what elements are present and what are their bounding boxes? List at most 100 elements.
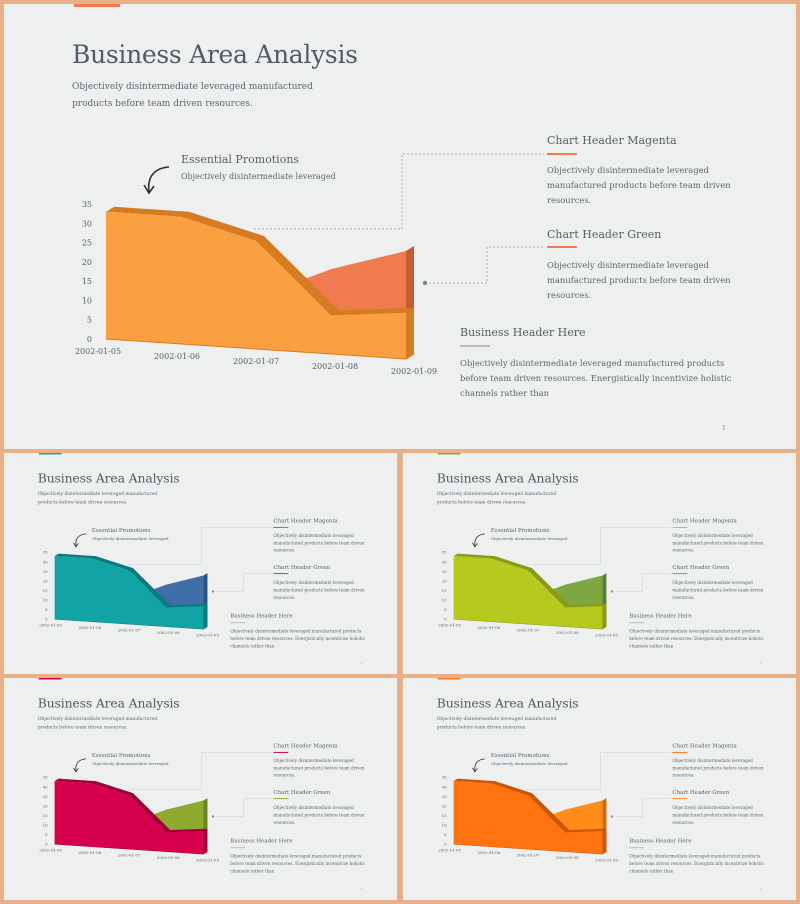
x-tick-label: 2002-01-05	[75, 347, 121, 356]
series-front-side	[602, 603, 607, 630]
x-tick-label: 2002-01-07	[517, 853, 540, 858]
chart-header-green-underline	[547, 246, 577, 248]
x-tick-label: 2002-01-07	[118, 628, 141, 633]
x-tick-label: 2002-01-05	[39, 848, 62, 853]
y-tick-label: 5	[87, 316, 92, 325]
y-tick-label: 15	[43, 588, 49, 593]
y-tick-label: 20	[82, 258, 92, 267]
y-tick-label: 25	[43, 569, 49, 574]
x-tick-label: 2002-01-05	[39, 623, 62, 628]
y-tick-label: 15	[43, 813, 49, 818]
chart-header-green: Chart Header Green	[672, 789, 730, 796]
chart-header-magenta: Chart Header Magenta	[273, 742, 338, 749]
business-header-underline	[629, 622, 645, 624]
series-front-bottom	[54, 618, 208, 630]
series-front-area	[453, 556, 603, 630]
y-tick-label: 10	[442, 823, 448, 828]
y-tick-label: 20	[442, 803, 448, 808]
x-tick-label: 2002-01-07	[118, 853, 141, 858]
annotation-text: Objectively disintermediate leveraged	[490, 536, 568, 541]
slide-subtitle: Objectively disintermediate leveraged ma…	[436, 716, 557, 731]
chart-header-green: Chart Header Green	[273, 789, 331, 796]
chart-header-green-underline	[273, 573, 289, 575]
chart-header-green-text: Objectively disintermediate leveraged ma…	[273, 580, 365, 600]
chart-header-magenta-underline	[672, 526, 688, 528]
chart-header-magenta-text: Objectively disintermediate leveraged ma…	[273, 532, 365, 553]
series-front-bottom	[453, 843, 607, 855]
annotation-title: Essential Promotions	[490, 526, 550, 534]
business-header-underline	[230, 847, 246, 849]
slide-subtitle: Objectively disintermediate leveraged ma…	[72, 82, 313, 109]
page-number: 1	[722, 425, 726, 432]
x-tick-label: 2002-01-05	[438, 623, 461, 628]
slide-main[interactable]: Business Area Analysis Objectively disin…	[4, 4, 796, 449]
x-tick-label: 2002-01-09	[595, 858, 618, 863]
business-header-text: Objectively disintermediate leveraged ma…	[629, 853, 764, 874]
chart-header-green-underline	[273, 798, 289, 800]
slide-thumbnail-teal[interactable]: Business Area Analysis Objectively disin…	[4, 453, 397, 674]
top-accent-bar	[38, 678, 62, 680]
chart-header-magenta-underline	[273, 526, 289, 528]
chart-header-green: Chart Header Green	[547, 228, 662, 241]
business-header: Business Header Here	[230, 837, 293, 845]
slide-content: Business Area Analysis Objectively disin…	[4, 4, 796, 449]
x-tick-label: 2002-01-09	[391, 367, 437, 376]
chart-header-magenta-text: Objectively disintermediate leveraged ma…	[672, 757, 764, 778]
business-header-underline	[230, 622, 246, 624]
y-tick-label: 35	[442, 550, 448, 555]
annotation-title: Essential Promotions	[490, 751, 550, 759]
chart-header-green: Chart Header Green	[672, 564, 730, 571]
top-accent-bar	[38, 453, 62, 455]
series-front-side	[406, 307, 414, 359]
chart-header-magenta: Chart Header Magenta	[672, 517, 737, 524]
page-number: 1	[360, 886, 363, 891]
x-tick-label: 2002-01-08	[556, 630, 579, 635]
slide-thumbnail-orange[interactable]: Business Area Analysis Objectively disin…	[403, 678, 796, 900]
y-tick-label: 25	[442, 569, 448, 574]
slide-subtitle: Objectively disintermediate leveraged ma…	[37, 716, 158, 731]
x-tick-label: 2002-01-06	[78, 850, 101, 855]
y-tick-label: 35	[43, 775, 49, 780]
x-tick-label: 2002-01-06	[78, 625, 101, 630]
y-tick-label: 0	[45, 617, 48, 622]
x-tick-label: 2002-01-06	[477, 625, 500, 630]
x-tick-label: 2002-01-07	[517, 628, 540, 633]
slide-thumbnail-lime[interactable]: Business Area Analysis Objectively disin…	[403, 453, 796, 674]
slide-thumbnail-magenta[interactable]: Business Area Analysis Objectively disin…	[4, 678, 397, 900]
y-tick-label: 5	[45, 832, 48, 837]
annotation-title: Essential Promotions	[91, 526, 151, 534]
y-tick-label: 0	[87, 335, 92, 344]
y-tick-label: 15	[442, 813, 448, 818]
series-front-bottom	[54, 843, 208, 855]
annotation-title: Essential Promotions	[181, 153, 300, 166]
annotation-text: Objectively disintermediate leveraged	[91, 536, 169, 541]
y-tick-label: 15	[82, 277, 92, 286]
business-header-underline	[629, 847, 645, 849]
y-tick-label: 0	[444, 617, 447, 622]
curved-arrow-icon	[472, 533, 485, 548]
x-tick-label: 2002-01-06	[477, 850, 500, 855]
page-number: 1	[759, 886, 762, 891]
series-front-side	[203, 828, 208, 855]
business-header-text: Objectively disintermediate leveraged ma…	[230, 628, 365, 649]
chart-header-magenta-underline	[672, 751, 688, 753]
y-tick-label: 35	[442, 775, 448, 780]
connector-line-green	[212, 573, 272, 592]
business-header: Business Header Here	[629, 612, 692, 620]
series-front-bottom	[105, 338, 415, 360]
chart-header-magenta-text: Objectively disintermediate leveraged ma…	[273, 757, 365, 778]
y-tick-label: 10	[442, 598, 448, 603]
y-tick-label: 30	[442, 784, 448, 789]
y-tick-label: 10	[43, 823, 49, 828]
annotation-text: Objectively disintermediate leveraged	[181, 172, 336, 181]
y-tick-label: 25	[43, 794, 49, 799]
top-accent-bar	[437, 678, 461, 680]
y-tick-label: 35	[82, 200, 92, 209]
series-front-bottom	[453, 618, 607, 630]
x-tick-label: 2002-01-09	[595, 633, 618, 638]
y-tick-label: 25	[82, 239, 92, 248]
x-tick-label: 2002-01-06	[154, 352, 200, 361]
slide-subtitle: Objectively disintermediate leveraged ma…	[37, 491, 158, 506]
chart-header-magenta: Chart Header Magenta	[273, 517, 338, 524]
series-front-area	[54, 556, 204, 630]
